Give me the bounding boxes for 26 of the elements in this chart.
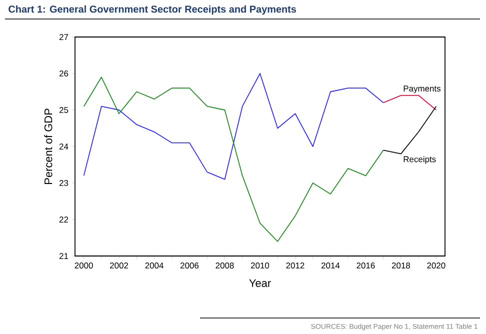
y-tick-label: 23 [59, 180, 68, 186]
y-tick-label: 24 [59, 144, 68, 150]
series-label: Payments [404, 86, 440, 94]
chart-title: Chart 1: General Government Sector Receipts and Payments [8, 5, 296, 15]
x-tick-label: 2016 [356, 262, 375, 269]
line-series [83, 76, 384, 242]
x-tick-label: 2012 [286, 262, 304, 269]
x-tick-label: 2000 [74, 262, 93, 269]
x-tick-label: 2008 [216, 262, 234, 269]
y-tick-label: 21 [59, 253, 68, 259]
x-tick-label: 2014 [321, 262, 340, 269]
y-axis-title: Percent of GDP [44, 108, 52, 184]
x-tick-label: 2006 [180, 262, 199, 269]
y-tick-label: 26 [59, 70, 68, 76]
x-tick-label: 2002 [110, 262, 128, 269]
x-tick-label: 2020 [427, 262, 446, 269]
x-tick-label: 2004 [145, 262, 164, 269]
y-tick-label: 22 [59, 216, 68, 222]
line-series [83, 73, 384, 180]
y-tick-label: 27 [59, 34, 68, 40]
x-axis-title: Year [249, 279, 271, 288]
y-tick-label: 25 [59, 107, 68, 113]
series-label: Receipts [404, 156, 436, 164]
x-tick-label: 2018 [392, 262, 410, 269]
line-series [382, 106, 437, 154]
x-tick-label: 2010 [251, 262, 270, 269]
